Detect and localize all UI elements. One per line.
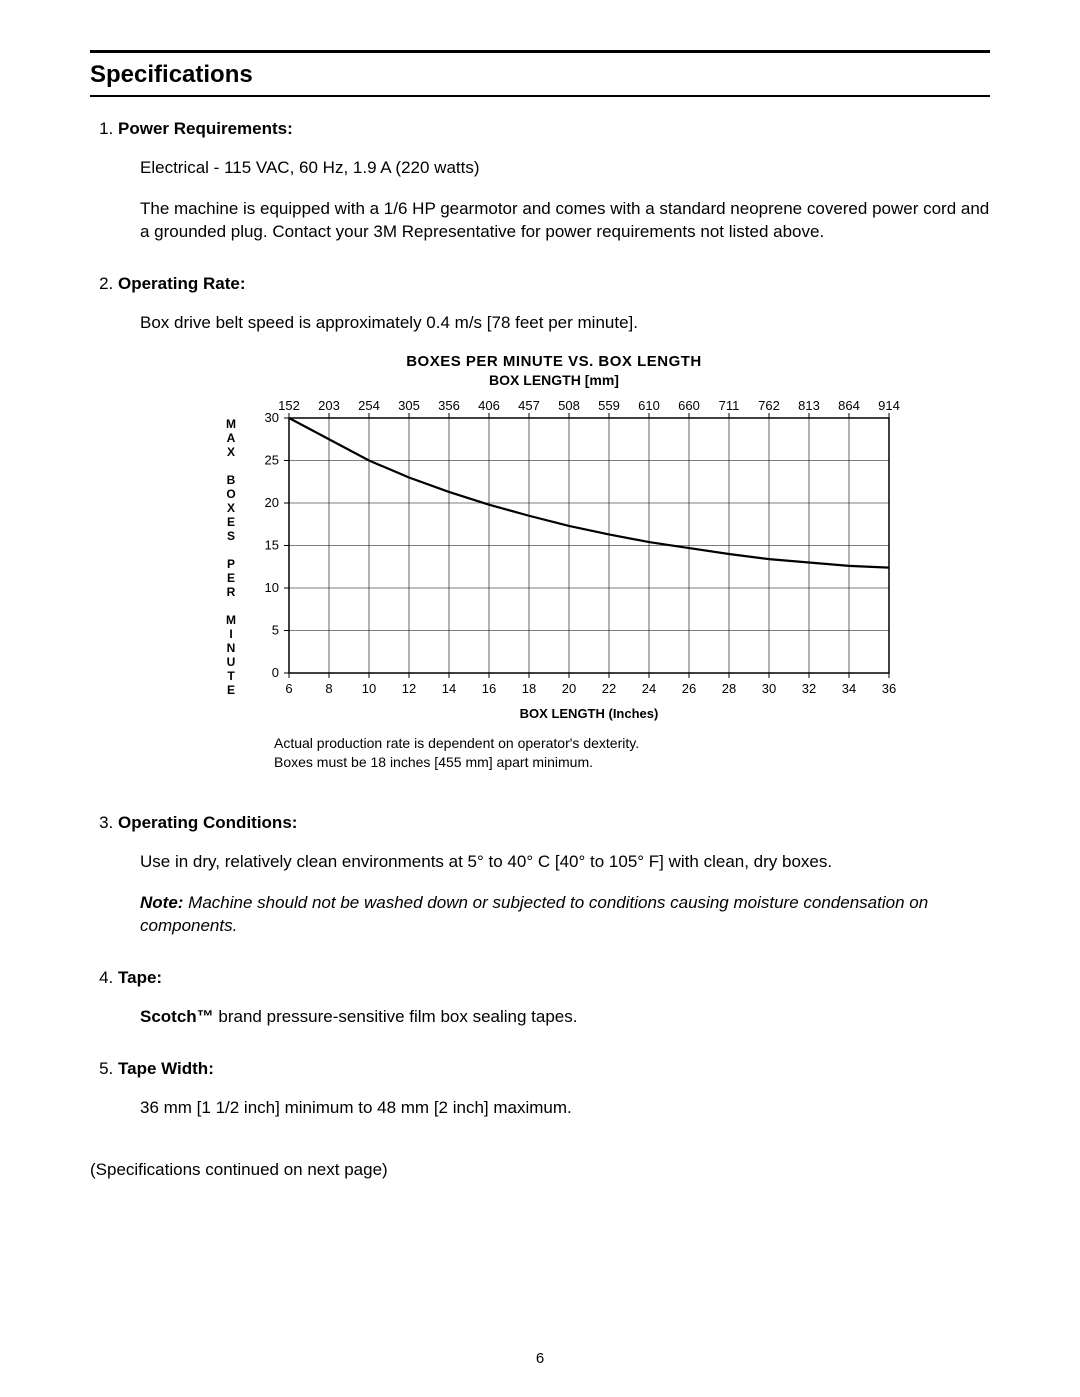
svg-text:U: U bbox=[227, 655, 236, 669]
svg-text:T: T bbox=[227, 669, 235, 683]
chart-title: BOXES PER MINUTE VS. BOX LENGTH bbox=[179, 353, 929, 370]
svg-text:22: 22 bbox=[602, 681, 616, 696]
svg-text:10: 10 bbox=[265, 580, 279, 595]
chart-footnote: Actual production rate is dependent on o… bbox=[274, 734, 834, 773]
body-text: Use in dry, relatively clean environment… bbox=[118, 851, 990, 874]
chart-svg: 1522032543053564064575085596106607117628… bbox=[194, 388, 914, 728]
body-text: The machine is equipped with a 1/6 HP ge… bbox=[118, 198, 990, 244]
section-title: Specifications bbox=[90, 61, 990, 89]
svg-text:R: R bbox=[227, 585, 236, 599]
chart-container: BOXES PER MINUTE VS. BOX LENGTH BOX LENG… bbox=[179, 353, 929, 773]
spec-item-tape: Tape: Scotch™ brand pressure-sensitive f… bbox=[118, 968, 990, 1029]
item-heading: Tape: bbox=[118, 968, 162, 987]
svg-text:254: 254 bbox=[358, 398, 380, 413]
body-text: Electrical - 115 VAC, 60 Hz, 1.9 A (220 … bbox=[118, 157, 990, 180]
svg-text:356: 356 bbox=[438, 398, 460, 413]
note-body: Machine should not be washed down or sub… bbox=[140, 893, 928, 935]
svg-text:X: X bbox=[227, 445, 235, 459]
svg-text:P: P bbox=[227, 557, 235, 571]
svg-text:26: 26 bbox=[682, 681, 696, 696]
svg-text:8: 8 bbox=[325, 681, 332, 696]
svg-text:E: E bbox=[227, 515, 235, 529]
svg-text:18: 18 bbox=[522, 681, 536, 696]
document-page: Specifications Power Requirements: Elect… bbox=[0, 0, 1080, 1397]
item-heading: Tape Width: bbox=[118, 1059, 214, 1078]
svg-text:508: 508 bbox=[558, 398, 580, 413]
tape-body: brand pressure-sensitive film box sealin… bbox=[214, 1007, 578, 1026]
chart-footnote-line: Actual production rate is dependent on o… bbox=[274, 734, 834, 754]
svg-text:O: O bbox=[226, 487, 235, 501]
spec-list: Power Requirements: Electrical - 115 VAC… bbox=[90, 119, 990, 1120]
svg-text:B: B bbox=[227, 473, 236, 487]
page-number: 6 bbox=[0, 1350, 1080, 1367]
spec-item-power: Power Requirements: Electrical - 115 VAC… bbox=[118, 119, 990, 244]
svg-text:16: 16 bbox=[482, 681, 496, 696]
chart-top-axis-label: BOX LENGTH [mm] bbox=[179, 372, 929, 388]
svg-text:813: 813 bbox=[798, 398, 820, 413]
svg-text:660: 660 bbox=[678, 398, 700, 413]
svg-text:M: M bbox=[226, 417, 236, 431]
svg-text:20: 20 bbox=[265, 495, 279, 510]
svg-text:610: 610 bbox=[638, 398, 660, 413]
svg-text:24: 24 bbox=[642, 681, 656, 696]
svg-text:25: 25 bbox=[265, 452, 279, 467]
svg-text:12: 12 bbox=[402, 681, 416, 696]
item-heading: Operating Conditions: bbox=[118, 813, 297, 832]
svg-text:34: 34 bbox=[842, 681, 856, 696]
note-label: Note: bbox=[140, 893, 183, 912]
item-heading: Operating Rate: bbox=[118, 274, 246, 293]
svg-text:36: 36 bbox=[882, 681, 896, 696]
svg-text:457: 457 bbox=[518, 398, 540, 413]
svg-text:914: 914 bbox=[878, 398, 900, 413]
svg-text:864: 864 bbox=[838, 398, 860, 413]
svg-text:A: A bbox=[227, 431, 236, 445]
svg-text:15: 15 bbox=[265, 537, 279, 552]
top-rule bbox=[90, 50, 990, 53]
svg-text:28: 28 bbox=[722, 681, 736, 696]
svg-text:305: 305 bbox=[398, 398, 420, 413]
svg-text:N: N bbox=[227, 641, 236, 655]
svg-text:I: I bbox=[229, 627, 232, 641]
title-underline bbox=[90, 95, 990, 97]
body-text: Scotch™ brand pressure-sensitive film bo… bbox=[118, 1006, 990, 1029]
svg-text:711: 711 bbox=[719, 398, 740, 413]
svg-text:30: 30 bbox=[762, 681, 776, 696]
svg-text:E: E bbox=[227, 571, 235, 585]
svg-text:E: E bbox=[227, 683, 235, 697]
body-text: Box drive belt speed is approximately 0.… bbox=[118, 312, 990, 335]
svg-text:0: 0 bbox=[272, 665, 279, 680]
svg-text:10: 10 bbox=[362, 681, 376, 696]
note-text: Note: Machine should not be washed down … bbox=[118, 892, 990, 938]
brand-name: Scotch™ bbox=[140, 1007, 214, 1026]
svg-text:152: 152 bbox=[278, 398, 300, 413]
svg-text:BOX LENGTH (Inches): BOX LENGTH (Inches) bbox=[520, 706, 659, 721]
svg-text:M: M bbox=[226, 613, 236, 627]
spec-item-operating-conditions: Operating Conditions: Use in dry, relati… bbox=[118, 813, 990, 938]
svg-text:203: 203 bbox=[318, 398, 340, 413]
chart-footnote-line: Boxes must be 18 inches [455 mm] apart m… bbox=[274, 753, 834, 773]
body-text: 36 mm [1 1/2 inch] minimum to 48 mm [2 i… bbox=[118, 1097, 990, 1120]
svg-text:6: 6 bbox=[285, 681, 292, 696]
item-heading: Power Requirements: bbox=[118, 119, 293, 138]
svg-text:559: 559 bbox=[598, 398, 620, 413]
svg-text:762: 762 bbox=[758, 398, 780, 413]
svg-text:20: 20 bbox=[562, 681, 576, 696]
svg-text:14: 14 bbox=[442, 681, 456, 696]
continued-note: (Specifications continued on next page) bbox=[90, 1160, 990, 1180]
spec-item-tape-width: Tape Width: 36 mm [1 1/2 inch] minimum t… bbox=[118, 1059, 990, 1120]
svg-text:32: 32 bbox=[802, 681, 816, 696]
spec-item-operating-rate: Operating Rate: Box drive belt speed is … bbox=[118, 274, 990, 773]
svg-text:406: 406 bbox=[478, 398, 500, 413]
svg-text:5: 5 bbox=[272, 622, 279, 637]
svg-text:S: S bbox=[227, 529, 235, 543]
svg-text:X: X bbox=[227, 501, 235, 515]
svg-text:30: 30 bbox=[265, 410, 279, 425]
